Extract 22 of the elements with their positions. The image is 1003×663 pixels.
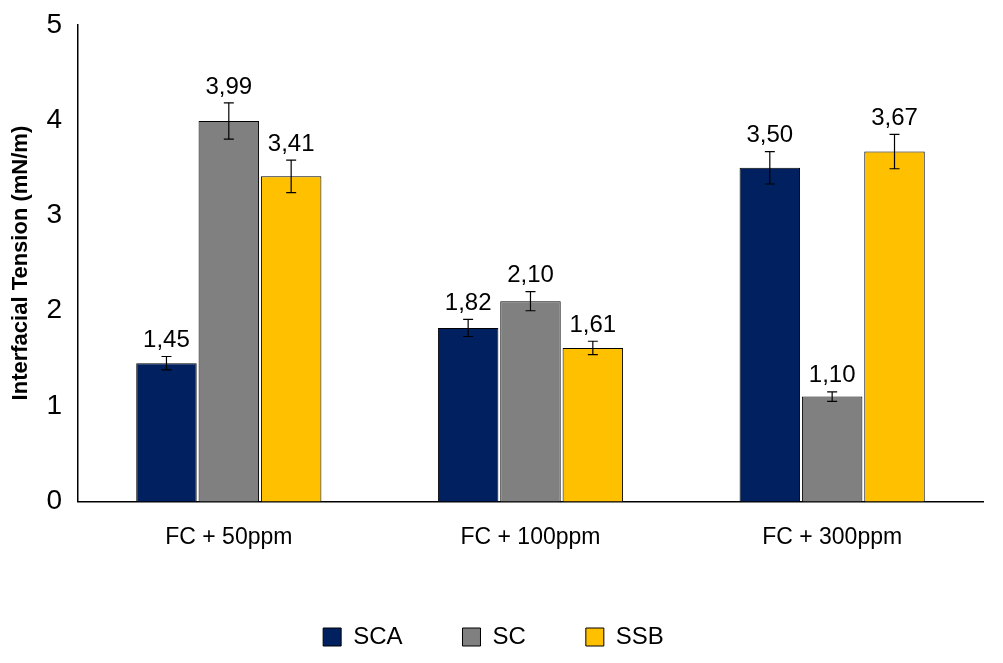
data-label: 1,61: [569, 309, 617, 337]
data-label: 3,99: [205, 71, 253, 99]
y-tick-label: 2: [46, 293, 62, 325]
x-tick-label: FC + 300ppm: [762, 522, 903, 549]
legend-label: SCA: [353, 621, 403, 649]
y-tick-label: 5: [46, 7, 62, 39]
y-tick-label: 1: [46, 388, 62, 420]
data-label: 1,82: [444, 287, 492, 315]
data-label: 1,45: [143, 325, 190, 353]
y-tick-label: 3: [46, 198, 62, 230]
legend-label: SC: [492, 621, 526, 649]
data-label: 3,41: [267, 128, 315, 156]
data-label: 3,50: [746, 120, 794, 148]
x-tick-label: FC + 50ppm: [165, 522, 293, 549]
data-label: 2,10: [507, 260, 554, 288]
y-tick-label: 0: [46, 484, 62, 516]
x-tick-label: FC + 100ppm: [460, 522, 601, 549]
data-label: 3,67: [871, 103, 918, 131]
legend-label: SSB: [615, 621, 664, 649]
y-tick-label: 4: [46, 102, 62, 134]
y-axis-title: Interfacial Tension (mN/m): [7, 125, 33, 401]
data-label: 1,10: [808, 360, 856, 388]
